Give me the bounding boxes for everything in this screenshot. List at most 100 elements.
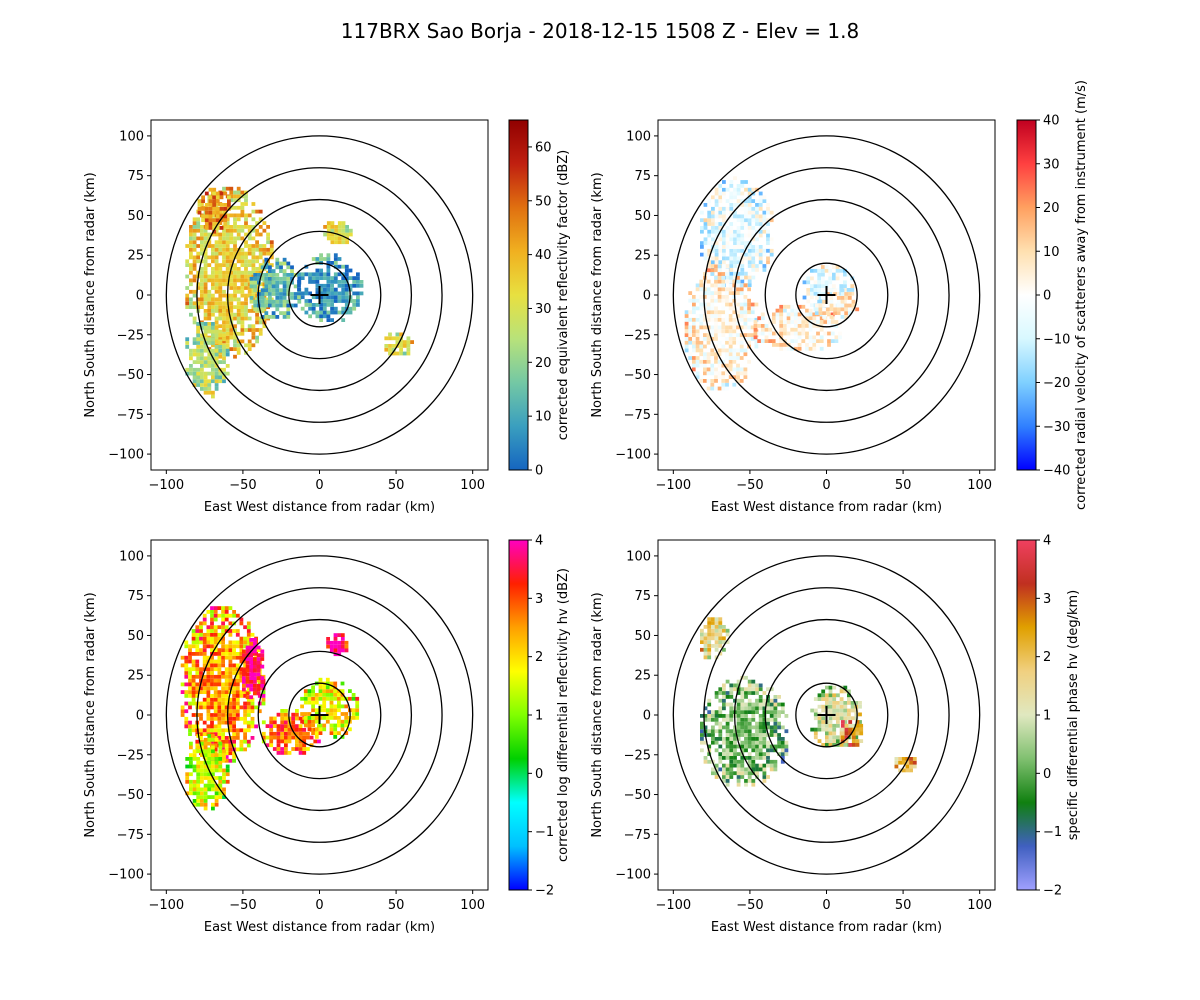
range-ring <box>795 682 858 748</box>
echo-region <box>700 617 730 660</box>
x-tick-label: −100 <box>148 898 184 913</box>
colorbar-tick-label: 20 <box>535 356 552 371</box>
x-tick-label: 100 <box>967 898 992 913</box>
colorbar-tick-label: 60 <box>535 140 552 155</box>
echo-region <box>242 638 265 700</box>
y-tick-label: −50 <box>117 788 144 803</box>
y-tick-label: −100 <box>615 448 651 463</box>
y-tick-label: 25 <box>634 249 651 264</box>
y-tick-label: −25 <box>117 328 144 343</box>
echo-region <box>323 221 353 245</box>
range-ring <box>733 618 920 812</box>
y-tick-label: −25 <box>117 748 144 763</box>
x-tick-label: 50 <box>895 478 912 493</box>
y-tick-label: 50 <box>634 629 651 644</box>
y-tick-label: 50 <box>634 209 651 224</box>
colorbar-label: corrected log differential reflectivity … <box>556 568 571 862</box>
colorbar-tick-label: 0 <box>1043 767 1051 782</box>
colorbar-label: corrected equivalent reflectivity factor… <box>556 150 571 441</box>
y-tick-label: −50 <box>624 788 651 803</box>
y-tick-label: −100 <box>615 868 651 883</box>
range-ring <box>672 555 981 875</box>
panel-4: −100 −50 0 50 100 −100 −75 −50 −25 0 25 50 75 100 East… <box>590 534 1081 936</box>
range-ring <box>672 135 981 455</box>
colorbar-tick-label: 20 <box>1043 201 1060 216</box>
echo-region <box>297 253 364 322</box>
radar-echo-field <box>180 606 360 811</box>
range-ring <box>196 587 443 843</box>
echo-region <box>810 685 862 747</box>
y-tick-label: 100 <box>119 549 144 564</box>
y-tick-label: −25 <box>624 748 651 763</box>
colorbar <box>1016 539 1037 891</box>
x-tick-label: 100 <box>460 478 485 493</box>
x-tick-label: 0 <box>822 478 830 493</box>
colorbar-tick-label: 30 <box>1043 157 1060 172</box>
range-ring <box>703 587 950 843</box>
colorbar-tick-label: 4 <box>535 534 543 549</box>
range-ring <box>226 198 413 392</box>
y-axis-label: North South distance from radar (km) <box>83 592 98 837</box>
y-tick-label: 0 <box>136 709 144 724</box>
colorbar-tick-label: 40 <box>1043 114 1060 129</box>
y-tick-label: −75 <box>117 408 144 423</box>
x-tick-label: −50 <box>736 478 763 493</box>
x-tick-label: −50 <box>229 898 256 913</box>
range-rings <box>672 555 981 875</box>
range-ring <box>764 650 889 780</box>
colorbar-tick-label: 50 <box>535 194 552 209</box>
colorbar-tick-label: 3 <box>535 592 543 607</box>
radar-location-marker <box>310 706 329 724</box>
radar-echo-field <box>700 617 917 787</box>
panel-3: −100 −50 0 50 100 −100 −75 −50 −25 0 25 50 75 100 East… <box>83 534 571 936</box>
x-tick-label: 0 <box>822 898 830 913</box>
radar-echo-field <box>185 186 414 399</box>
colorbar-tick-label: 0 <box>535 464 543 479</box>
range-ring <box>288 262 351 328</box>
range-rings <box>165 135 474 455</box>
range-ring <box>764 230 889 360</box>
y-tick-label: 75 <box>634 589 651 604</box>
y-tick-label: −75 <box>624 408 651 423</box>
range-ring <box>226 618 413 812</box>
y-tick-label: −75 <box>117 828 144 843</box>
y-tick-label: −100 <box>108 868 144 883</box>
colorbar-tick-label: −2 <box>1043 884 1062 899</box>
colorbar-tick-label: 0 <box>535 767 543 782</box>
x-tick-label: −100 <box>655 898 691 913</box>
y-tick-label: 25 <box>127 669 144 684</box>
x-tick-label: −100 <box>148 478 184 493</box>
y-axis-label: North South distance from radar (km) <box>83 172 98 417</box>
y-tick-label: 50 <box>127 209 144 224</box>
y-tick-label: −50 <box>624 368 651 383</box>
x-tick-label: 100 <box>967 478 992 493</box>
y-tick-label: 0 <box>643 289 651 304</box>
x-tick-label: 0 <box>315 898 323 913</box>
range-ring <box>703 167 950 423</box>
x-tick-label: 100 <box>460 898 485 913</box>
radar-echo-field <box>684 176 860 391</box>
colorbar <box>1016 119 1037 471</box>
x-tick-label: −50 <box>736 898 763 913</box>
colorbar-tick-label: −2 <box>535 884 554 899</box>
colorbar-tick-label: 40 <box>535 248 552 263</box>
range-rings <box>165 555 474 875</box>
colorbar <box>508 119 529 471</box>
echo-region <box>185 322 230 399</box>
range-ring <box>795 262 858 328</box>
range-ring <box>288 682 351 748</box>
colorbar-tick-label: 10 <box>1043 245 1060 260</box>
x-tick-label: 0 <box>315 478 323 493</box>
colorbar-tick-label: 3 <box>1043 592 1051 607</box>
colorbar-tick-label: 2 <box>1043 650 1051 665</box>
colorbar-tick-label: −10 <box>1043 332 1070 347</box>
range-ring <box>733 198 920 392</box>
y-tick-label: 25 <box>634 669 651 684</box>
y-tick-label: 75 <box>634 169 651 184</box>
panel-2: −100 −50 0 50 100−100−75−50−250255075100East… <box>590 80 1089 515</box>
y-tick-label: −50 <box>117 368 144 383</box>
range-ring <box>196 167 443 423</box>
colorbar-tick-label: 30 <box>535 302 552 317</box>
y-tick-label: 0 <box>136 289 144 304</box>
